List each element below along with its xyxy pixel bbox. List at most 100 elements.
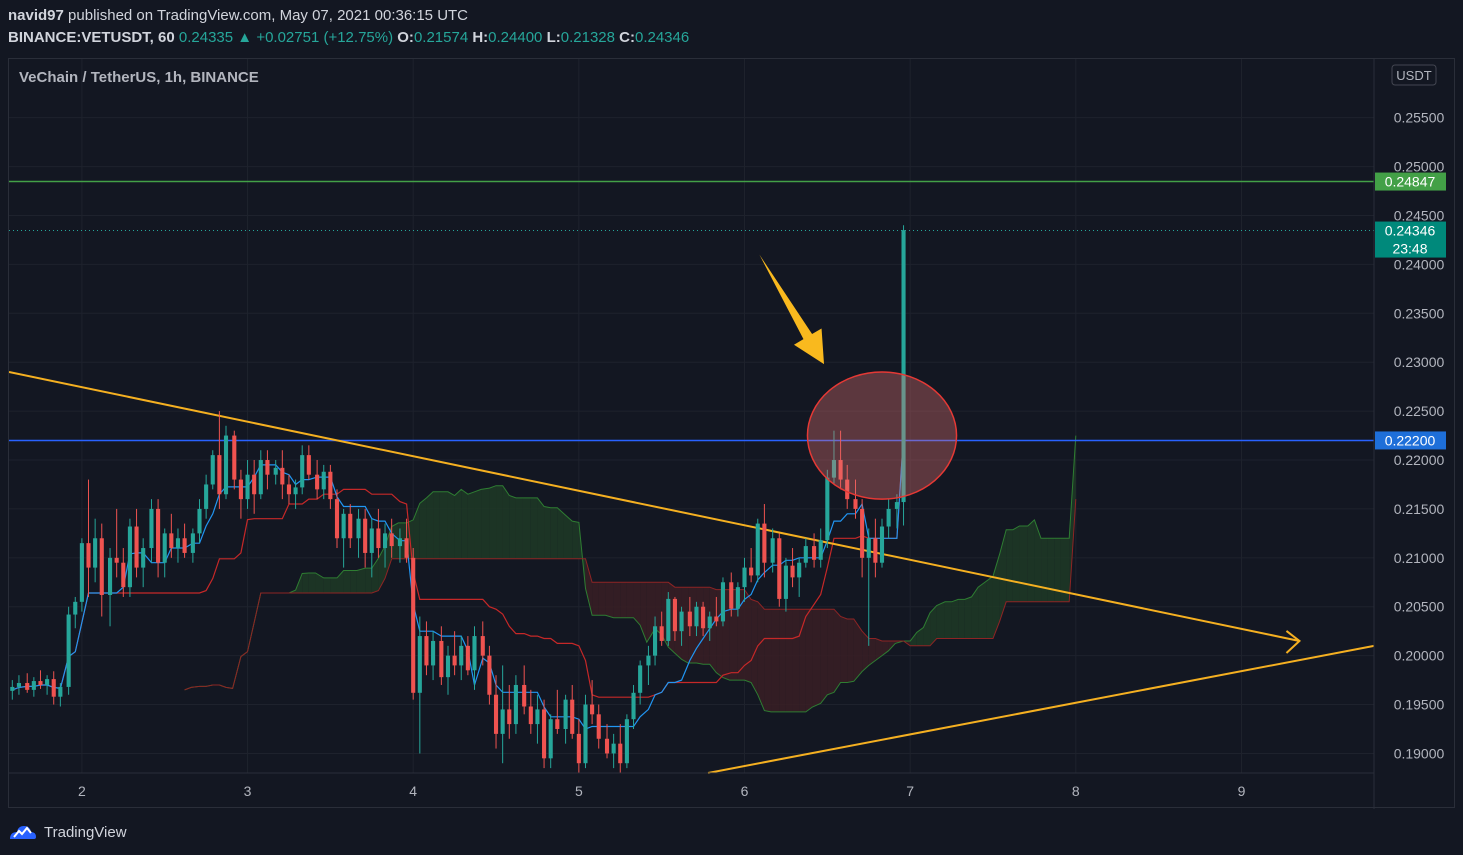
candle-body: [777, 538, 782, 599]
cloud-segment: [572, 521, 579, 559]
candle-body: [127, 526, 132, 588]
candle-body: [73, 601, 78, 615]
candle-body: [866, 538, 871, 558]
y-tick-label: 0.25000: [1394, 159, 1445, 175]
annotations[interactable]: [759, 254, 958, 500]
candle-body: [389, 533, 394, 547]
cloud-segment: [992, 554, 1000, 639]
candle-body: [653, 626, 658, 656]
cloud-segment: [923, 612, 931, 646]
candle-body: [886, 508, 891, 527]
cloud-segment: [315, 572, 324, 594]
trendlines[interactable]: [9, 371, 1375, 774]
candle-body: [480, 636, 485, 656]
publisher-name[interactable]: navid97: [8, 7, 64, 24]
cloud-segment: [502, 485, 510, 559]
annotation-arrow-icon: [759, 254, 825, 365]
countdown-label: 23:48: [1392, 241, 1427, 257]
candle-body: [749, 567, 754, 576]
symbol: BINANCE:VETUSDT, 60: [8, 29, 175, 46]
low-label: L:: [546, 29, 561, 46]
y-tick-label: 0.25500: [1394, 110, 1445, 126]
candle-body: [315, 474, 320, 490]
candle-body: [583, 704, 588, 764]
candle-body: [563, 699, 568, 729]
cloud-segment: [544, 506, 551, 559]
cloud-segment: [1006, 529, 1013, 602]
candle-body: [223, 435, 229, 495]
current-price-label-box: [1375, 221, 1446, 258]
cloud-segment: [308, 572, 316, 594]
cloud-segment: [1012, 526, 1020, 602]
candle-body: [701, 606, 706, 629]
y-tick-label: 0.19000: [1394, 745, 1445, 761]
candle-body: [604, 738, 610, 754]
price-axis[interactable]: 0.19000 0.19500 0.20000 0.20500 0.21000 0.215…: [1373, 59, 1446, 809]
cloud-segment: [827, 609, 834, 695]
candle-body: [790, 565, 795, 578]
open-value: 0.21574: [413, 29, 469, 46]
candle-body: [638, 665, 643, 693]
price-chart[interactable]: 0.19000 0.19500 0.20000 0.20500 0.21000 0.215…: [9, 59, 1456, 809]
candle-body: [86, 543, 91, 568]
y-tick-label: 0.19500: [1394, 697, 1445, 713]
chart-header: navid97 published on TradingView.com, Ma…: [8, 0, 1463, 56]
y-tick-label: 0.22000: [1394, 452, 1445, 468]
currency-label: USDT: [1396, 68, 1431, 83]
cloud-segment: [936, 601, 945, 639]
candle-body: [825, 477, 830, 541]
cloud-segment: [840, 616, 848, 683]
cloud-segment: [1019, 526, 1028, 602]
trendline-arrowhead-icon: [1285, 630, 1302, 654]
high-value: 0.24400: [488, 29, 543, 46]
candle-body: [411, 557, 416, 693]
candle-body: [93, 538, 98, 568]
y-tick-label: 0.21500: [1394, 501, 1445, 517]
candle-body: [190, 533, 195, 553]
candle-body: [162, 533, 167, 563]
cloud-segment: [646, 582, 656, 643]
candle-body: [169, 533, 174, 549]
cloud-segment: [764, 609, 772, 712]
cloud-segment: [474, 489, 482, 559]
horizontal-levels[interactable]: [9, 180, 1374, 442]
candle-body: [328, 471, 333, 500]
cloud-segment: [343, 570, 351, 594]
cloud-segment: [302, 572, 309, 594]
publisher-line: navid97 published on TradingView.com, Ma…: [8, 7, 468, 24]
candle-body: [735, 587, 740, 609]
cloud-segment: [833, 609, 841, 693]
chart-title: VeChain / TetherUS, 1h, BINANCE: [19, 69, 259, 86]
x-tick-label: 8: [1072, 783, 1080, 799]
ichimoku-cloud: [184, 435, 1077, 713]
y-tick-label: 0.23000: [1394, 354, 1445, 370]
candle-body: [522, 684, 527, 707]
footer: TradingView: [8, 820, 127, 844]
candle-body: [424, 636, 429, 666]
cloud-segment: [978, 581, 987, 639]
time-axis[interactable]: 2 3 4 5 6 7 8 9: [9, 772, 1374, 799]
cloud-segment: [916, 627, 924, 646]
candle-body: [901, 230, 906, 503]
candle-body: [217, 455, 222, 495]
candle-body: [797, 562, 802, 578]
candle-body: [679, 611, 684, 632]
cloud-segment: [585, 558, 593, 616]
price-change: +0.02751 (+12.75%): [256, 29, 394, 46]
candle-body: [590, 704, 595, 715]
candle-body: [465, 645, 470, 671]
candle-body: [149, 508, 154, 549]
candle-body: [107, 557, 113, 595]
y-tick-label: 0.24500: [1394, 207, 1445, 223]
candle-body: [707, 616, 712, 629]
candle-body: [363, 518, 368, 553]
candle-body: [232, 435, 237, 480]
candle-body: [860, 508, 865, 558]
support-price-label: 0.22200: [1385, 432, 1436, 448]
cloud-segment: [779, 609, 786, 712]
span-a-line: [184, 435, 1077, 713]
cloud-segment: [1027, 519, 1035, 602]
candle-body: [141, 548, 146, 568]
candle-body: [10, 686, 15, 691]
chart-frame[interactable]: 0.19000 0.19500 0.20000 0.20500 0.21000 0.215…: [8, 58, 1456, 809]
